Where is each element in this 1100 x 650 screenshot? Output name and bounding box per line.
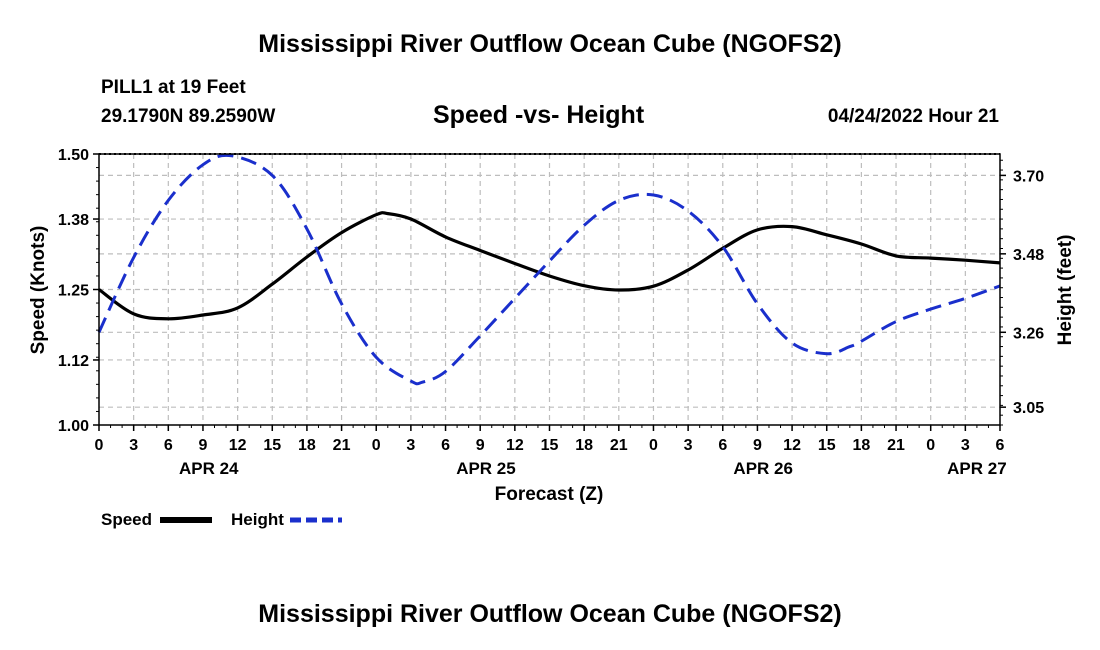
series-line-height [97,153,1001,386]
legend-speed-label: Speed [101,510,153,529]
x-tick-label: 3 [684,437,693,454]
date-label: APR 26 [733,459,793,478]
x-tick-label: 6 [718,437,727,454]
x-tick-label: 0 [372,437,381,454]
x-axis-label: Forecast (Z) [495,484,604,505]
legend-height-label: Height [231,510,284,529]
x-tick-label: 15 [263,437,281,454]
x-tick-label: 18 [575,437,593,454]
x-tick-label: 12 [506,437,524,454]
x-tick-label: 18 [298,437,316,454]
series-line-speed [98,211,1001,321]
datetime-label: 04/24/2022 Hour 21 [827,106,999,127]
x-tick-label: 3 [406,437,415,454]
x-tick-label: 9 [199,437,208,454]
coordinates-label: 29.1790N 89.2590W [101,106,276,127]
y-tick-label: 1.00 [58,418,89,435]
y2-tick-label: 3.48 [1013,247,1044,264]
footer-title: Mississippi River Outflow Ocean Cube (NG… [258,600,842,628]
x-tick-label: 9 [476,437,485,454]
x-tick-label: 12 [783,437,801,454]
y-tick-label: 1.50 [58,147,89,164]
x-tick-label: 3 [129,437,138,454]
x-tick-label: 12 [229,437,247,454]
x-tick-label: 0 [95,437,104,454]
axes: 1.00 1.12 1.25 1.38 1.50 3.05 3.26 3.48 3.70 0 3 6 9… [58,147,1044,478]
x-tick-label: 3 [961,437,970,454]
x-tick-label: 0 [926,437,935,454]
date-label: APR 24 [179,459,239,478]
y-axis-label: Speed (Knots) [28,226,49,355]
chart-subtitle: Speed -vs- Height [433,101,645,129]
y2-tick-label: 3.05 [1013,400,1044,417]
grid [99,153,1000,425]
y2-tick-label: 3.70 [1013,168,1044,185]
y-tick-label: 1.25 [58,283,89,300]
y2-tick-label: 3.26 [1013,325,1044,342]
date-label: APR 25 [456,459,516,478]
main-title: Mississippi River Outflow Ocean Cube (NG… [258,30,842,58]
x-tick-label: 9 [753,437,762,454]
x-tick-label: 21 [610,437,628,454]
x-tick-label: 6 [996,437,1005,454]
x-tick-label: 21 [887,437,905,454]
x-tick-label: 18 [852,437,870,454]
x-tick-label: 21 [333,437,351,454]
y-tick-label: 1.12 [58,353,89,370]
x-tick-label: 15 [541,437,559,454]
x-tick-label: 0 [649,437,658,454]
y-tick-label: 1.38 [58,212,89,229]
x-tick-label: 15 [818,437,836,454]
date-label: APR 27 [947,459,1007,478]
x-tick-label: 6 [441,437,450,454]
series-group [97,153,1001,386]
station-label: PILL1 at 19 Feet [101,77,246,98]
x-tick-label: 6 [164,437,173,454]
y2-axis-label: Height (feet) [1055,235,1076,346]
